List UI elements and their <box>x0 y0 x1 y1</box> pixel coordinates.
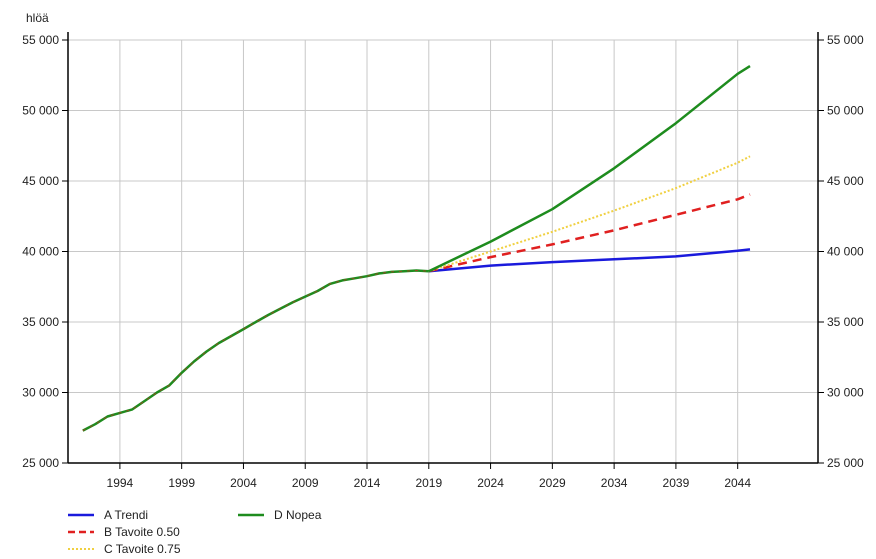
x-tick-label: 2019 <box>415 476 442 490</box>
series-lines <box>82 65 751 432</box>
series-line-d-nopea <box>428 65 751 273</box>
series-line-b-tavoite-0-50 <box>428 193 751 273</box>
x-tick-label: 2014 <box>354 476 381 490</box>
history-line-overlay <box>82 269 429 432</box>
x-tick-label: 2029 <box>539 476 566 490</box>
y-axis-unit-label: hlöä <box>26 11 49 25</box>
tick-labels: 25 000 25 000 30 000 30 000 35 000 35 000 40 0… <box>22 33 864 490</box>
y-tick-label-right: 25 000 <box>827 456 864 470</box>
legend-label: A Trendi <box>104 508 148 522</box>
grid <box>68 39 818 464</box>
x-tick-label: 1999 <box>168 476 195 490</box>
history-line <box>82 269 429 432</box>
x-tick-label: 1994 <box>107 476 134 490</box>
x-tick-label: 2044 <box>724 476 751 490</box>
legend-label: C Tavoite 0.75 <box>104 542 181 556</box>
x-tick-label: 2024 <box>477 476 504 490</box>
x-tick-label: 2009 <box>292 476 319 490</box>
legend-label: B Tavoite 0.50 <box>104 525 180 539</box>
x-tick-label: 2039 <box>663 476 690 490</box>
series-line-a-trendi <box>428 248 751 273</box>
y-tick-label-right: 50 000 <box>827 104 864 118</box>
axes <box>62 32 824 469</box>
y-tick-label-left: 40 000 <box>22 245 59 259</box>
legend: A Trendi B Tavoite 0.50 C Tavoite 0.75 D No… <box>68 508 322 556</box>
legend-label: D Nopea <box>274 508 322 522</box>
y-tick-label-left: 30 000 <box>22 386 59 400</box>
y-tick-label-left: 25 000 <box>22 456 59 470</box>
y-tick-label-right: 40 000 <box>827 245 864 259</box>
y-tick-label-right: 30 000 <box>827 386 864 400</box>
y-tick-label-right: 35 000 <box>827 315 864 329</box>
series-line-c-tavoite-0-75 <box>428 155 751 273</box>
y-tick-label-left: 45 000 <box>22 174 59 188</box>
x-tick-label: 2004 <box>230 476 257 490</box>
y-tick-label-left: 55 000 <box>22 33 59 47</box>
y-tick-label-left: 35 000 <box>22 315 59 329</box>
y-tick-label-right: 55 000 <box>827 33 864 47</box>
x-tick-label: 2034 <box>601 476 628 490</box>
y-tick-label-right: 45 000 <box>827 174 864 188</box>
y-tick-label-left: 50 000 <box>22 104 59 118</box>
